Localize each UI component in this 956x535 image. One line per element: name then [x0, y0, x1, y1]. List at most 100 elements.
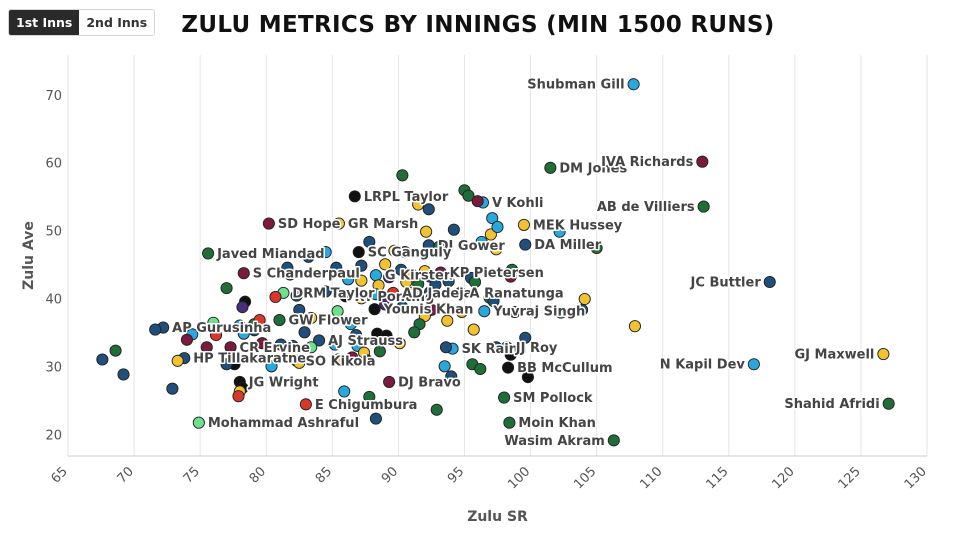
data-point[interactable]	[355, 292, 368, 305]
data-point[interactable]	[544, 161, 557, 174]
data-point[interactable]	[192, 416, 205, 429]
data-point[interactable]	[383, 271, 396, 284]
data-point[interactable]	[439, 341, 453, 354]
data-point[interactable]	[305, 311, 318, 325]
data-point[interactable]	[265, 360, 278, 373]
data-point[interactable]	[248, 324, 261, 337]
data-point[interactable]	[420, 225, 433, 238]
data-point[interactable]	[344, 318, 357, 331]
data-point[interactable]	[305, 341, 318, 354]
data-point[interactable]	[498, 391, 511, 404]
data-point[interactable]	[553, 225, 566, 238]
data-point[interactable]	[442, 275, 455, 288]
data-point[interactable]	[405, 286, 418, 299]
data-point[interactable]	[434, 266, 447, 279]
data-point[interactable]	[236, 301, 249, 314]
data-point[interactable]	[202, 247, 215, 260]
data-point[interactable]	[400, 275, 413, 289]
data-point[interactable]	[360, 354, 373, 367]
data-point[interactable]	[877, 348, 890, 361]
data-point[interactable]	[521, 371, 534, 384]
data-point[interactable]	[293, 303, 306, 316]
data-point[interactable]	[424, 286, 437, 299]
data-point[interactable]	[628, 320, 641, 333]
data-point[interactable]	[302, 250, 315, 263]
data-point[interactable]	[697, 200, 710, 213]
data-point[interactable]	[388, 244, 401, 257]
data-point[interactable]	[117, 368, 130, 381]
data-point[interactable]	[607, 434, 620, 447]
data-point[interactable]	[504, 348, 517, 361]
data-point[interactable]	[502, 361, 515, 374]
data-point[interactable]	[578, 292, 591, 306]
data-point[interactable]	[339, 290, 352, 303]
data-point[interactable]	[355, 259, 368, 272]
data-point[interactable]	[253, 314, 266, 327]
data-point[interactable]	[394, 263, 408, 276]
data-point[interactable]	[348, 190, 361, 203]
data-point[interactable]	[166, 382, 179, 395]
data-point[interactable]	[882, 397, 895, 410]
data-point[interactable]	[487, 294, 500, 308]
data-point[interactable]	[299, 398, 312, 411]
data-point[interactable]	[313, 334, 326, 347]
data-point[interactable]	[332, 217, 345, 230]
data-point[interactable]	[519, 331, 532, 344]
data-point[interactable]	[209, 328, 223, 342]
data-point[interactable]	[474, 362, 487, 376]
data-point[interactable]	[763, 275, 776, 289]
tab-1st-inns[interactable]: 1st Inns	[9, 10, 80, 35]
data-point[interactable]	[346, 351, 359, 364]
data-point[interactable]	[180, 333, 193, 346]
data-point[interactable]	[433, 240, 446, 253]
data-point[interactable]	[373, 345, 386, 358]
data-point[interactable]	[355, 274, 368, 287]
data-point[interactable]	[396, 301, 409, 314]
data-point[interactable]	[232, 390, 245, 403]
data-point[interactable]	[198, 351, 211, 364]
data-point[interactable]	[224, 341, 237, 354]
data-point[interactable]	[220, 358, 233, 371]
data-point[interactable]	[412, 277, 425, 291]
data-point[interactable]	[220, 282, 233, 295]
data-point[interactable]	[475, 235, 488, 248]
data-point[interactable]	[445, 370, 458, 383]
data-point[interactable]	[491, 220, 504, 234]
data-point[interactable]	[447, 223, 460, 236]
data-point[interactable]	[379, 258, 392, 271]
data-point[interactable]	[393, 337, 406, 350]
data-point[interactable]	[269, 290, 282, 304]
data-point[interactable]	[490, 243, 503, 256]
data-point[interactable]	[342, 273, 355, 286]
data-point[interactable]	[369, 269, 382, 282]
data-point[interactable]	[455, 305, 468, 318]
data-point[interactable]	[319, 285, 332, 298]
data-point[interactable]	[338, 385, 351, 398]
data-point[interactable]	[387, 286, 400, 299]
data-point[interactable]	[369, 412, 382, 425]
data-point[interactable]	[517, 218, 530, 231]
data-point[interactable]	[286, 339, 299, 352]
data-point[interactable]	[422, 203, 435, 216]
data-point[interactable]	[290, 289, 303, 302]
data-point[interactable]	[171, 354, 184, 367]
data-point[interactable]	[363, 235, 376, 248]
data-point[interactable]	[96, 353, 109, 366]
data-point[interactable]	[490, 341, 503, 354]
data-point[interactable]	[554, 306, 567, 319]
data-point[interactable]	[262, 217, 275, 230]
data-point[interactable]	[331, 305, 344, 318]
data-point[interactable]	[468, 275, 482, 289]
data-point[interactable]	[627, 78, 640, 91]
data-point[interactable]	[319, 246, 332, 259]
data-point[interactable]	[328, 338, 342, 351]
data-point[interactable]	[486, 212, 499, 225]
data-point[interactable]	[237, 267, 250, 280]
data-point[interactable]	[508, 305, 521, 318]
data-point[interactable]	[747, 358, 760, 371]
data-point[interactable]	[467, 323, 480, 336]
data-point[interactable]	[109, 344, 122, 357]
data-point[interactable]	[441, 314, 454, 327]
data-point[interactable]	[408, 326, 421, 339]
data-point[interactable]	[369, 288, 382, 301]
